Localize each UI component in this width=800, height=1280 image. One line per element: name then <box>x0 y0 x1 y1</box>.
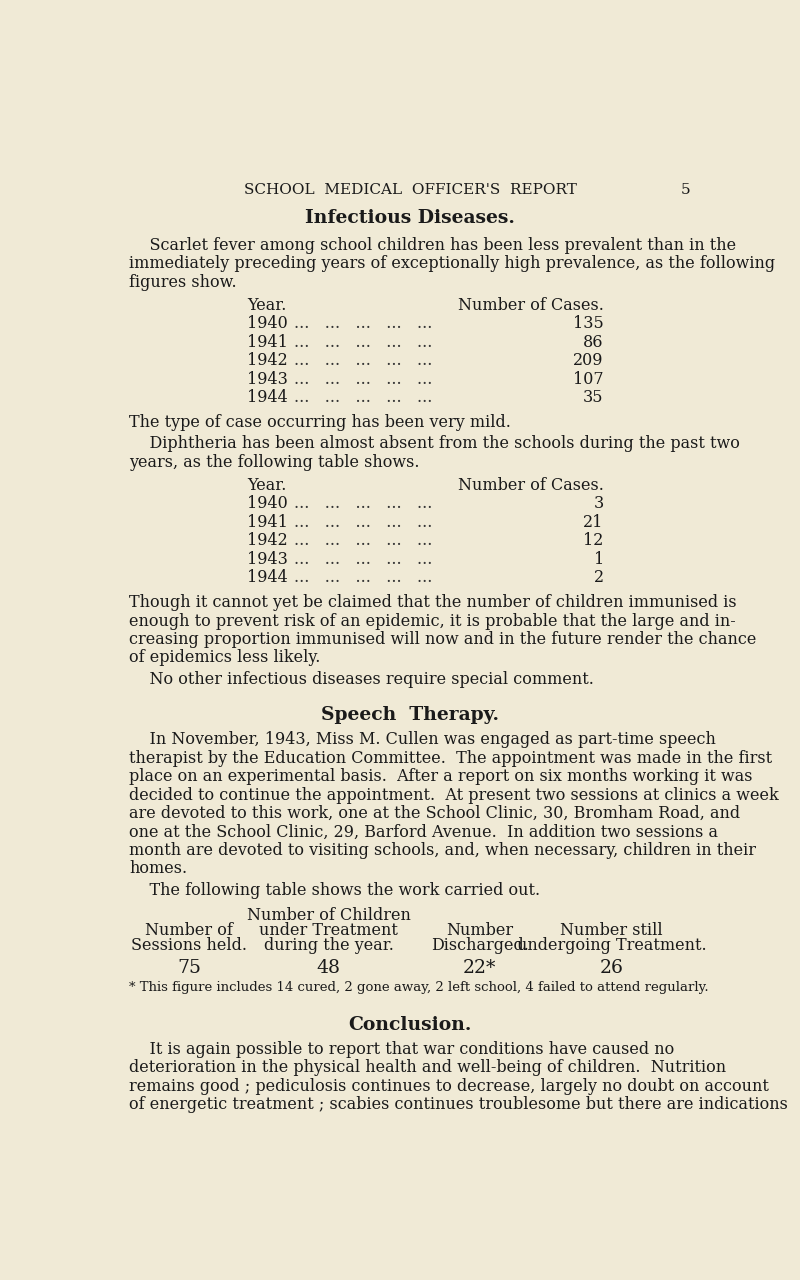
Text: 209: 209 <box>574 352 604 369</box>
Text: 12: 12 <box>583 532 604 549</box>
Text: It is again possible to report that war conditions have caused no: It is again possible to report that war … <box>130 1041 674 1057</box>
Text: figures show.: figures show. <box>130 274 237 291</box>
Text: 35: 35 <box>583 389 604 406</box>
Text: ...   ...   ...   ...   ...: ... ... ... ... ... <box>294 315 432 333</box>
Text: SCHOOL  MEDICAL  OFFICER'S  REPORT: SCHOOL MEDICAL OFFICER'S REPORT <box>243 183 577 197</box>
Text: during the year.: during the year. <box>264 937 394 955</box>
Text: 75: 75 <box>177 959 201 977</box>
Text: homes.: homes. <box>130 860 187 878</box>
Text: 2: 2 <box>594 570 604 586</box>
Text: immediately preceding years of exceptionally high prevalence, as the following: immediately preceding years of exception… <box>130 255 775 273</box>
Text: Number of: Number of <box>145 922 233 940</box>
Text: Number of Cases.: Number of Cases. <box>458 297 604 314</box>
Text: Though it cannot yet be claimed that the number of children immunised is: Though it cannot yet be claimed that the… <box>130 594 737 611</box>
Text: ...   ...   ...   ...   ...: ... ... ... ... ... <box>294 515 432 531</box>
Text: Conclusion.: Conclusion. <box>348 1016 472 1034</box>
Text: 1: 1 <box>594 550 604 568</box>
Text: decided to continue the appointment.  At present two sessions at clinics a week: decided to continue the appointment. At … <box>130 786 779 804</box>
Text: No other infectious diseases require special comment.: No other infectious diseases require spe… <box>130 671 594 689</box>
Text: one at the School Clinic, 29, Barford Avenue.  In addition two sessions a: one at the School Clinic, 29, Barford Av… <box>130 823 718 841</box>
Text: 48: 48 <box>317 959 341 977</box>
Text: Infectious Diseases.: Infectious Diseases. <box>305 209 515 227</box>
Text: undergoing Treatment.: undergoing Treatment. <box>517 937 706 955</box>
Text: ...   ...   ...   ...   ...: ... ... ... ... ... <box>294 532 432 549</box>
Text: Year.: Year. <box>247 477 286 494</box>
Text: 86: 86 <box>583 334 604 351</box>
Text: of energetic treatment ; scabies continues troublesome but there are indications: of energetic treatment ; scabies continu… <box>130 1096 788 1114</box>
Text: 1943: 1943 <box>247 550 288 568</box>
Text: remains good ; pediculosis continues to decrease, largely no doubt on account: remains good ; pediculosis continues to … <box>130 1078 770 1094</box>
Text: 1943: 1943 <box>247 371 288 388</box>
Text: Number of Children: Number of Children <box>246 906 410 924</box>
Text: Speech  Therapy.: Speech Therapy. <box>321 707 499 724</box>
Text: ...   ...   ...   ...   ...: ... ... ... ... ... <box>294 570 432 586</box>
Text: 135: 135 <box>573 315 604 333</box>
Text: 3: 3 <box>594 495 604 512</box>
Text: 21: 21 <box>583 515 604 531</box>
Text: ...   ...   ...   ...   ...: ... ... ... ... ... <box>294 371 432 388</box>
Text: * This figure includes 14 cured, 2 gone away, 2 left school, 4 failed to attend : * This figure includes 14 cured, 2 gone … <box>130 980 709 993</box>
Text: Number still: Number still <box>560 922 663 940</box>
Text: Number: Number <box>446 922 514 940</box>
Text: deterioration in the physical health and well-being of children.  Nutrition: deterioration in the physical health and… <box>130 1059 726 1076</box>
Text: Diphtheria has been almost absent from the schools during the past two: Diphtheria has been almost absent from t… <box>130 435 740 452</box>
Text: ...   ...   ...   ...   ...: ... ... ... ... ... <box>294 389 432 406</box>
Text: Year.: Year. <box>247 297 286 314</box>
Text: 1944: 1944 <box>247 570 288 586</box>
Text: place on an experimental basis.  After a report on six months working it was: place on an experimental basis. After a … <box>130 768 753 785</box>
Text: ...   ...   ...   ...   ...: ... ... ... ... ... <box>294 334 432 351</box>
Text: Number of Cases.: Number of Cases. <box>458 477 604 494</box>
Text: In November, 1943, Miss M. Cullen was engaged as part-time speech: In November, 1943, Miss M. Cullen was en… <box>130 731 716 748</box>
Text: of epidemics less likely.: of epidemics less likely. <box>130 649 321 667</box>
Text: 1940: 1940 <box>247 315 288 333</box>
Text: 1940: 1940 <box>247 495 288 512</box>
Text: 1942: 1942 <box>247 532 288 549</box>
Text: Scarlet fever among school children has been less prevalent than in the: Scarlet fever among school children has … <box>130 237 737 253</box>
Text: are devoted to this work, one at the School Clinic, 30, Bromham Road, and: are devoted to this work, one at the Sch… <box>130 805 741 822</box>
Text: 26: 26 <box>599 959 623 977</box>
Text: 5: 5 <box>681 183 690 197</box>
Text: ...   ...   ...   ...   ...: ... ... ... ... ... <box>294 352 432 369</box>
Text: 107: 107 <box>573 371 604 388</box>
Text: 1941: 1941 <box>247 334 288 351</box>
Text: Sessions held.: Sessions held. <box>131 937 247 955</box>
Text: ...   ...   ...   ...   ...: ... ... ... ... ... <box>294 550 432 568</box>
Text: under Treatment: under Treatment <box>259 922 398 940</box>
Text: enough to prevent risk of an epidemic, it is probable that the large and in-: enough to prevent risk of an epidemic, i… <box>130 613 736 630</box>
Text: therapist by the Education Committee.  The appointment was made in the first: therapist by the Education Committee. Th… <box>130 750 773 767</box>
Text: 22*: 22* <box>463 959 497 977</box>
Text: ...   ...   ...   ...   ...: ... ... ... ... ... <box>294 495 432 512</box>
Text: creasing proportion immunised will now and in the future render the chance: creasing proportion immunised will now a… <box>130 631 757 648</box>
Text: 1941: 1941 <box>247 515 288 531</box>
Text: years, as the following table shows.: years, as the following table shows. <box>130 454 420 471</box>
Text: month are devoted to visiting schools, and, when necessary, children in their: month are devoted to visiting schools, a… <box>130 842 757 859</box>
Text: 1944: 1944 <box>247 389 288 406</box>
Text: The type of case occurring has been very mild.: The type of case occurring has been very… <box>130 413 511 431</box>
Text: The following table shows the work carried out.: The following table shows the work carri… <box>130 882 541 899</box>
Text: Discharged.: Discharged. <box>431 937 529 955</box>
Text: 1942: 1942 <box>247 352 288 369</box>
